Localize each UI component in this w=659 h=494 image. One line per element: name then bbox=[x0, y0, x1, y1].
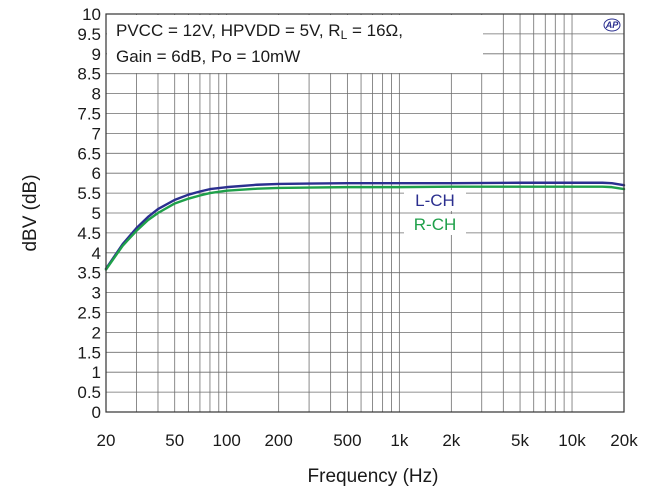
y-tick-label: 2 bbox=[92, 323, 101, 342]
annotation-background bbox=[107, 15, 483, 73]
series-group bbox=[104, 181, 626, 271]
annotation-line-2: Gain = 6dB, Po = 10mW bbox=[116, 47, 300, 66]
x-tick-label: 500 bbox=[333, 431, 361, 450]
y-tick-label: 2.5 bbox=[77, 304, 101, 323]
legend-background bbox=[404, 214, 466, 235]
x-tick-label: 100 bbox=[213, 431, 241, 450]
y-tick-label: 3.5 bbox=[77, 264, 101, 283]
legend-background bbox=[404, 190, 466, 211]
ap-logo-icon: AP bbox=[603, 18, 621, 32]
annotation-line-1-main: PVCC = 12V, HPVDD = 5V, R bbox=[116, 21, 341, 40]
x-tick-label: 20k bbox=[610, 431, 638, 450]
conditions-annotation: PVCC = 12V, HPVDD = 5V, RL = 16Ω, Gain =… bbox=[107, 15, 483, 73]
x-axis-ticks: 20 50 100 200 500 1k 2k 5k 10k 20k bbox=[97, 431, 639, 450]
annotation-line-1: PVCC = 12V, HPVDD = 5V, RL = 16Ω, bbox=[116, 21, 403, 42]
legend: L-CH R-CH bbox=[404, 190, 466, 235]
logo-ellipse bbox=[603, 18, 621, 32]
annotation-line-1-tail: = 16Ω, bbox=[347, 21, 403, 40]
series-line-l-ch bbox=[104, 181, 626, 270]
x-tick-label: 1k bbox=[390, 431, 408, 450]
y-tick-label: 8.5 bbox=[77, 65, 101, 84]
y-tick-label: 5 bbox=[92, 204, 101, 223]
x-tick-label: 200 bbox=[264, 431, 292, 450]
y-tick-label: 8 bbox=[92, 85, 101, 104]
plot-frame bbox=[105, 13, 625, 413]
x-axis-label: Frequency (Hz) bbox=[308, 466, 439, 487]
y-tick-label: 7 bbox=[92, 124, 101, 143]
y-tick-label: 7.5 bbox=[77, 105, 101, 124]
x-tick-label: 50 bbox=[165, 431, 184, 450]
y-tick-label: 4 bbox=[92, 244, 101, 263]
grid bbox=[105, 13, 625, 413]
y-tick-label: 9.5 bbox=[77, 25, 101, 44]
y-tick-label: 3 bbox=[92, 284, 101, 303]
series-line-r-ch bbox=[104, 185, 626, 271]
y-tick-label: 4.5 bbox=[77, 224, 101, 243]
x-tick-label: 2k bbox=[442, 431, 460, 450]
y-tick-label: 6.5 bbox=[77, 144, 101, 163]
y-tick-label: 0 bbox=[92, 403, 101, 422]
y-axis-label: dBV (dB) bbox=[20, 174, 41, 251]
y-tick-label: 9 bbox=[92, 45, 101, 64]
y-axis-ticks: 00.511.522.533.544.555.566.577.588.599.5… bbox=[77, 5, 101, 422]
logo-text: AP bbox=[605, 20, 619, 30]
y-tick-label: 5.5 bbox=[77, 184, 101, 203]
x-tick-label: 10k bbox=[558, 431, 586, 450]
y-tick-label: 1.5 bbox=[77, 343, 101, 362]
y-tick-label: 1 bbox=[92, 363, 101, 382]
x-tick-label: 20 bbox=[97, 431, 116, 450]
y-tick-label: 6 bbox=[92, 164, 101, 183]
y-tick-label: 10 bbox=[82, 5, 101, 24]
annotation-line-1-subscript: L bbox=[341, 28, 348, 42]
y-tick-label: 0.5 bbox=[77, 383, 101, 402]
x-tick-label: 5k bbox=[511, 431, 529, 450]
legend-label-l-ch: L-CH bbox=[415, 191, 455, 210]
legend-label-r-ch: R-CH bbox=[414, 215, 457, 234]
